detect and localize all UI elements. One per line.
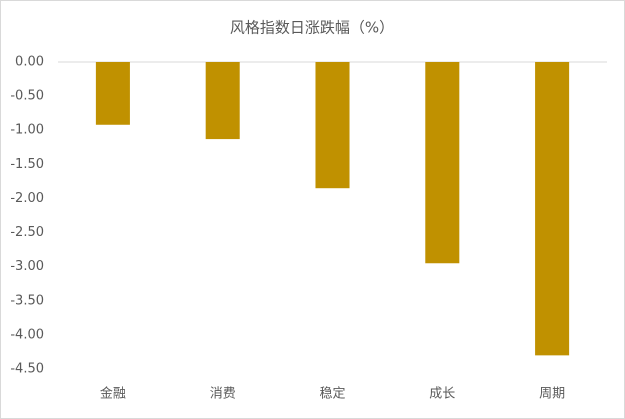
y-tick-label: 0.00: [15, 55, 44, 70]
x-tick-label: 金融: [100, 386, 126, 402]
y-tick-label: -3.50: [10, 293, 44, 308]
y-tick-label: -2.00: [10, 191, 44, 206]
x-tick-label: 成长: [429, 387, 455, 402]
bar: [205, 62, 240, 140]
y-tick-label: -2.50: [10, 225, 44, 240]
x-tick-label: 稳定: [319, 386, 345, 402]
y-tick-label: -1.50: [10, 157, 44, 172]
y-tick-label: -4.00: [10, 327, 44, 342]
y-tick-label: -0.50: [10, 89, 44, 104]
x-tick-label: 消费: [210, 387, 236, 402]
y-tick-label: -3.00: [10, 259, 44, 274]
chart-title: 风格指数日涨跌幅（%）: [230, 19, 394, 37]
x-tick-label: 周期: [539, 387, 565, 402]
bar: [535, 62, 570, 356]
bar: [425, 62, 460, 264]
bar: [95, 62, 130, 125]
bar: [315, 62, 350, 189]
y-tick-label: -1.00: [10, 123, 44, 138]
y-tick-label: -4.50: [10, 362, 44, 377]
